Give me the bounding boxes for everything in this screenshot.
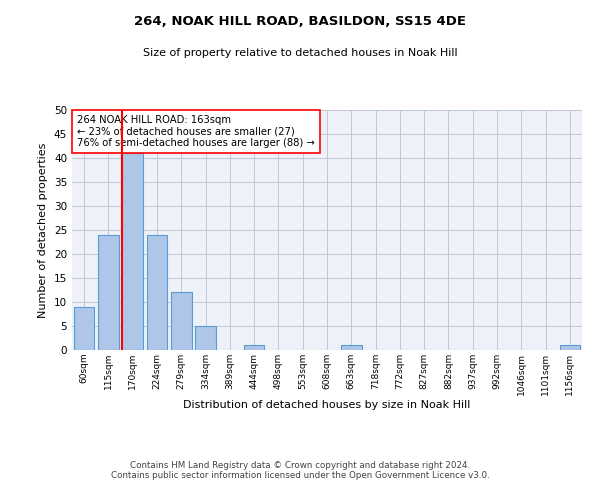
Bar <box>560 345 580 350</box>
Y-axis label: Number of detached properties: Number of detached properties <box>38 142 49 318</box>
Text: 264 NOAK HILL ROAD: 163sqm
← 23% of detached houses are smaller (27)
76% of semi: 264 NOAK HILL ROAD: 163sqm ← 23% of deta… <box>77 115 315 148</box>
Bar <box>341 345 362 350</box>
Bar <box>98 235 119 350</box>
Text: Contains HM Land Registry data © Crown copyright and database right 2024.
Contai: Contains HM Land Registry data © Crown c… <box>110 460 490 480</box>
Bar <box>171 292 191 350</box>
Text: Size of property relative to detached houses in Noak Hill: Size of property relative to detached ho… <box>143 48 457 58</box>
Bar <box>195 326 216 350</box>
Bar <box>244 345 265 350</box>
Bar <box>74 307 94 350</box>
X-axis label: Distribution of detached houses by size in Noak Hill: Distribution of detached houses by size … <box>184 400 470 410</box>
Text: 264, NOAK HILL ROAD, BASILDON, SS15 4DE: 264, NOAK HILL ROAD, BASILDON, SS15 4DE <box>134 15 466 28</box>
Bar <box>122 153 143 350</box>
Bar <box>146 235 167 350</box>
